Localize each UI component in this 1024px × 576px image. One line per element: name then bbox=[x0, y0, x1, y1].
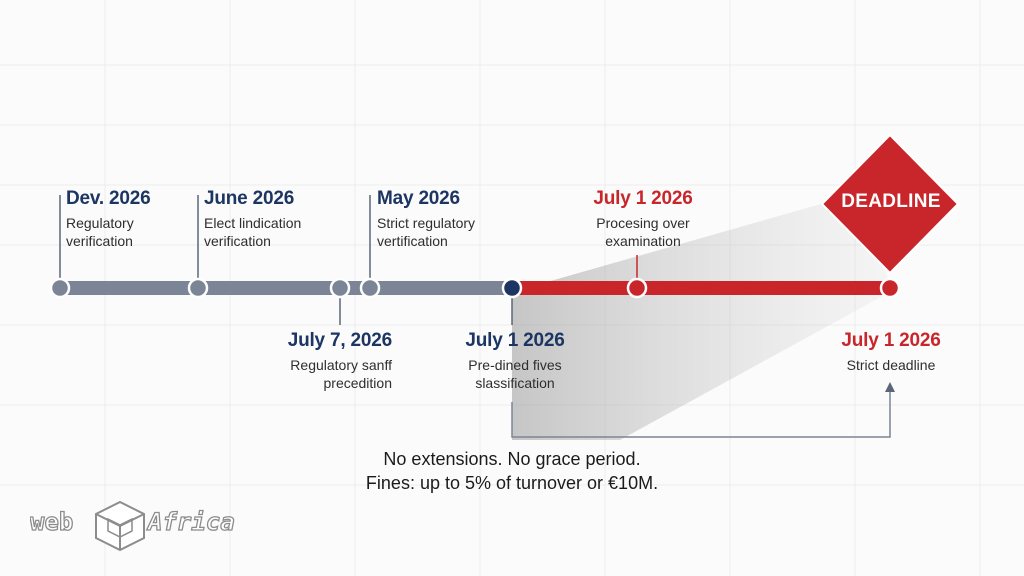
milestone-dev-2026: Dev. 2026 Regulatory verification bbox=[66, 188, 151, 250]
milestone-date: June 2026 bbox=[204, 188, 295, 209]
milestone-desc-line1: Pre-dined fives bbox=[468, 357, 562, 373]
milestone-july-1-processing: July 1 2026 Procesing over examination bbox=[593, 188, 692, 250]
milestone-date: July 7, 2026 bbox=[287, 330, 392, 351]
milestone-desc-line1: Strict deadline bbox=[846, 357, 936, 373]
node-june-2026 bbox=[187, 277, 209, 299]
milestone-july-1-deadline: July 1 2026 Strict deadline bbox=[841, 330, 940, 374]
milestone-date: Dev. 2026 bbox=[66, 188, 151, 209]
milestone-desc-line2: precedition bbox=[323, 375, 393, 391]
milestone-desc-line2: verification bbox=[204, 233, 271, 249]
node-deadline bbox=[879, 277, 901, 299]
deadline-diamond bbox=[820, 133, 960, 275]
deadline-badge-label: DEADLINE bbox=[841, 191, 941, 212]
milestone-date: July 1 2026 bbox=[465, 330, 565, 351]
deadline-bracket-arrow bbox=[511, 390, 891, 438]
node-may-2026 bbox=[359, 277, 381, 299]
timeline-past-segment bbox=[60, 281, 515, 295]
note-line2: Fines: up to 5% of turnover or €10M. bbox=[365, 473, 659, 493]
milestone-july-1-predined: July 1 2026 Pre-dined fives slassificati… bbox=[465, 330, 564, 392]
milestone-date: May 2026 bbox=[377, 188, 460, 209]
timeline-shadow bbox=[512, 190, 890, 440]
arrow-head-icon bbox=[885, 382, 895, 392]
milestone-may-2026: May 2026 Strict regulatory vertification bbox=[377, 188, 475, 250]
milestone-desc-line1: Procesing over bbox=[596, 215, 690, 231]
milestone-desc-line2: examination bbox=[605, 233, 681, 249]
penalty-note: No extensions. No grace period. Fines: u… bbox=[366, 447, 658, 495]
milestone-desc-line1: Regulatory sanff bbox=[290, 357, 392, 373]
milestone-july-7-2026: July 7, 2026 Regulatory sanff preceditio… bbox=[268, 330, 392, 392]
timeline-future-segment bbox=[512, 281, 892, 295]
logo-left-text: web bbox=[30, 508, 73, 536]
node-dev-2026 bbox=[49, 277, 71, 299]
milestone-desc-line1: Strict regulatory bbox=[377, 215, 476, 231]
milestone-june-2026: June 2026 Elect lindication verification bbox=[204, 188, 301, 250]
note-line1: No extensions. No grace period. bbox=[383, 449, 641, 469]
logo-right-text: Africa bbox=[146, 508, 235, 536]
milestone-desc-line2: vertification bbox=[377, 233, 448, 249]
milestone-date: July 1 2026 bbox=[593, 188, 693, 209]
milestone-desc-line2: verification bbox=[66, 233, 133, 249]
milestone-desc-line2: slassification bbox=[475, 375, 555, 391]
milestone-date: July 1 2026 bbox=[841, 330, 941, 351]
node-july-1-processing bbox=[626, 277, 648, 299]
milestone-desc-line1: Regulatory bbox=[66, 215, 134, 231]
node-july-7-2026 bbox=[329, 277, 351, 299]
cube-logo-icon bbox=[95, 500, 145, 552]
web3africa-logo: web Africa bbox=[30, 500, 235, 552]
node-july-1-predined bbox=[501, 277, 523, 299]
milestone-desc-line1: Elect lindication bbox=[204, 215, 302, 231]
